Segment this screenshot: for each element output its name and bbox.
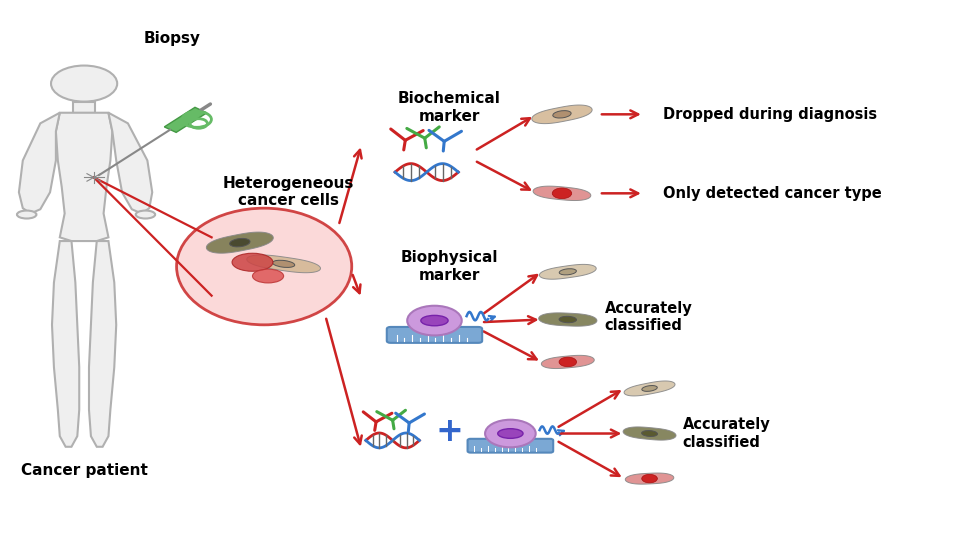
Polygon shape (533, 186, 590, 200)
Ellipse shape (232, 253, 273, 271)
Ellipse shape (498, 429, 523, 438)
Ellipse shape (642, 385, 657, 391)
Polygon shape (623, 427, 676, 440)
Polygon shape (108, 113, 152, 214)
Ellipse shape (177, 208, 351, 325)
Ellipse shape (17, 211, 36, 219)
Text: Cancer patient: Cancer patient (20, 463, 147, 478)
FancyBboxPatch shape (386, 327, 482, 343)
Ellipse shape (136, 211, 155, 219)
Polygon shape (89, 241, 116, 447)
Circle shape (407, 306, 462, 335)
FancyBboxPatch shape (468, 439, 553, 453)
Ellipse shape (559, 316, 577, 322)
Circle shape (642, 474, 658, 483)
Ellipse shape (421, 316, 448, 326)
Polygon shape (164, 107, 207, 132)
Polygon shape (56, 113, 112, 241)
Text: Biopsy: Biopsy (143, 31, 200, 46)
Text: Heterogeneous
cancer cells: Heterogeneous cancer cells (223, 176, 354, 208)
Ellipse shape (552, 111, 571, 118)
Ellipse shape (642, 476, 657, 481)
Polygon shape (206, 232, 273, 253)
Text: +: + (435, 415, 463, 448)
Ellipse shape (560, 359, 576, 365)
Polygon shape (624, 381, 675, 396)
Text: Biophysical
marker: Biophysical marker (400, 251, 498, 282)
Text: Dropped during diagnosis: Dropped during diagnosis (663, 107, 877, 122)
Ellipse shape (253, 269, 284, 283)
Circle shape (552, 188, 572, 199)
Text: Biochemical
marker: Biochemical marker (397, 91, 501, 124)
Polygon shape (532, 105, 592, 124)
Ellipse shape (641, 431, 658, 437)
Polygon shape (540, 264, 596, 279)
Polygon shape (52, 241, 79, 447)
Ellipse shape (229, 238, 250, 247)
Polygon shape (19, 113, 60, 214)
Text: Only detected cancer type: Only detected cancer type (663, 186, 882, 201)
Ellipse shape (553, 190, 571, 197)
Text: Accurately
classified: Accurately classified (682, 417, 770, 450)
Polygon shape (542, 356, 594, 368)
Polygon shape (626, 473, 673, 484)
Ellipse shape (559, 269, 577, 275)
Polygon shape (539, 313, 597, 326)
Polygon shape (247, 255, 320, 273)
Circle shape (485, 419, 536, 447)
Circle shape (559, 357, 577, 367)
Circle shape (51, 66, 117, 102)
Ellipse shape (272, 260, 295, 268)
Text: Accurately
classified: Accurately classified (605, 301, 693, 333)
Polygon shape (73, 102, 95, 113)
